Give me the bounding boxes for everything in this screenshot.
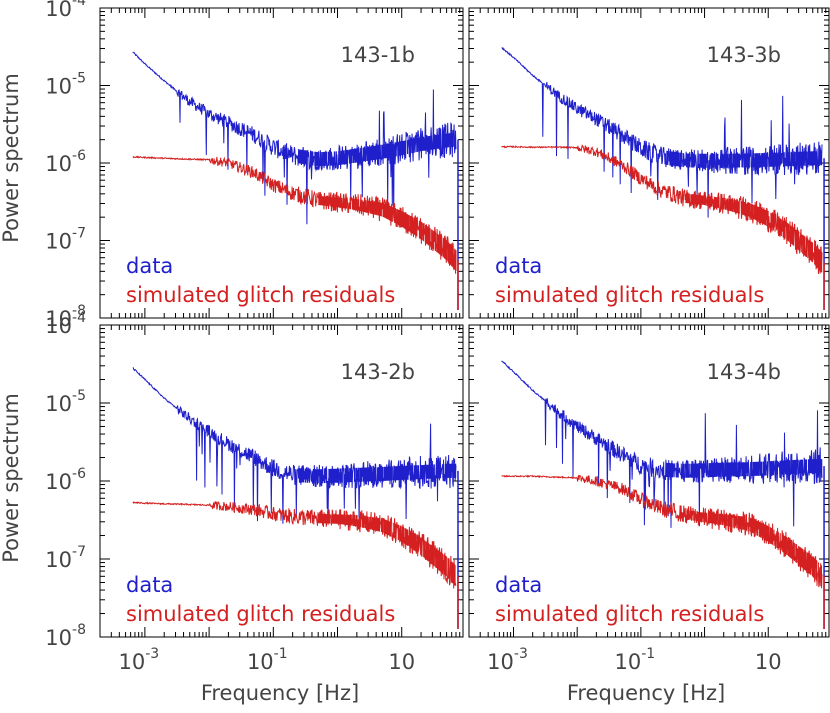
data-series-line: [501, 360, 823, 528]
y-tick-label: 10-8: [45, 622, 86, 650]
panel-title: 143-3b: [707, 43, 781, 67]
simulated-series-line: [501, 474, 823, 589]
legend-simulated: simulated glitch residuals: [495, 602, 764, 626]
x-tick-label: 10-3: [487, 646, 528, 674]
x-tick-label: 10-1: [247, 646, 288, 674]
x-axis-label-left: Frequency [Hz]: [201, 681, 359, 705]
y-tick-label: 10-5: [45, 388, 86, 416]
chart-panel-3: 10-8 10-7 10-6 10-5 10-4 10-3 10-1 10 data simula…: [45, 310, 464, 674]
data-series-line: [132, 51, 457, 225]
y-tick-label: 10-7: [45, 226, 86, 254]
legend-simulated: simulated glitch residuals: [126, 283, 395, 307]
panel-title: 143-4b: [707, 360, 781, 384]
y-tick-label: 10-4: [45, 0, 86, 21]
legend-data: data: [495, 254, 542, 278]
y-tick-label: 10-8: [45, 303, 86, 331]
data-series-line: [132, 367, 457, 524]
x-tick-label: 10: [755, 650, 782, 674]
y-tick-label: 10-7: [45, 544, 86, 572]
y-tick-label: 10-5: [45, 71, 86, 99]
chart-panel-2: data simulated glitch residuals 143-3b: [468, 7, 830, 319]
panel-title: 143-1b: [341, 43, 415, 67]
chart-panel-4: 10-3 10-1 10 data simulated glitch residuals…: [468, 324, 830, 674]
x-tick-label: 10-3: [119, 646, 160, 674]
legend-data: data: [126, 573, 173, 597]
panel-title: 143-2b: [341, 360, 415, 384]
data-series-line: [501, 47, 823, 218]
legend-data: data: [126, 254, 173, 278]
y-tick-label: 10-6: [45, 148, 86, 176]
chart-panel-1: 10-8 10-7 10-6 10-5 10-4 data simulated glitch…: [45, 0, 464, 331]
simulated-series-line: [132, 500, 457, 589]
simulated-series-line: [501, 144, 823, 275]
y-axis-label-top: Power spectrum: [0, 73, 23, 243]
panels-group: 10-8 10-7 10-6 10-5 10-4 data simulated glitch…: [45, 0, 830, 674]
y-tick-label: 10-4: [45, 310, 86, 338]
x-tick-label: 10: [388, 650, 415, 674]
legend-data: data: [495, 573, 542, 597]
y-tick-label: 10-6: [45, 466, 86, 494]
x-tick-label: 10-1: [615, 646, 656, 674]
legend-simulated: simulated glitch residuals: [495, 283, 764, 307]
legend-simulated: simulated glitch residuals: [126, 602, 395, 626]
x-axis-label-right: Frequency [Hz]: [567, 681, 725, 705]
y-axis-label-bottom: Power spectrum: [0, 393, 23, 563]
simulated-series-line: [132, 155, 457, 274]
